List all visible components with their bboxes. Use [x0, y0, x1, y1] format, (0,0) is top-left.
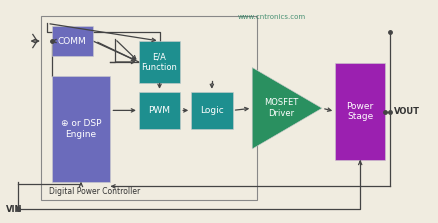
Text: Digital Power Controller: Digital Power Controller: [49, 188, 140, 196]
Bar: [41, 16, 256, 200]
Bar: [334, 63, 385, 160]
Bar: [138, 41, 180, 83]
Text: ⊕ or DSP
Engine: ⊕ or DSP Engine: [60, 120, 101, 139]
Text: COMM: COMM: [58, 37, 86, 45]
Bar: [138, 92, 180, 129]
Bar: [191, 92, 232, 129]
Polygon shape: [252, 67, 321, 149]
Bar: [51, 26, 93, 56]
Text: Power
Stage: Power Stage: [346, 102, 373, 121]
Text: VOUT: VOUT: [393, 107, 419, 116]
Text: Logic: Logic: [200, 106, 223, 115]
Text: MOSFET
Driver: MOSFET Driver: [264, 99, 298, 118]
Text: E/A
Function: E/A Function: [141, 52, 177, 72]
Text: www.cntronics.com: www.cntronics.com: [237, 14, 305, 20]
Bar: [51, 76, 110, 182]
Text: VIN: VIN: [6, 205, 22, 214]
Text: PWM: PWM: [148, 106, 170, 115]
